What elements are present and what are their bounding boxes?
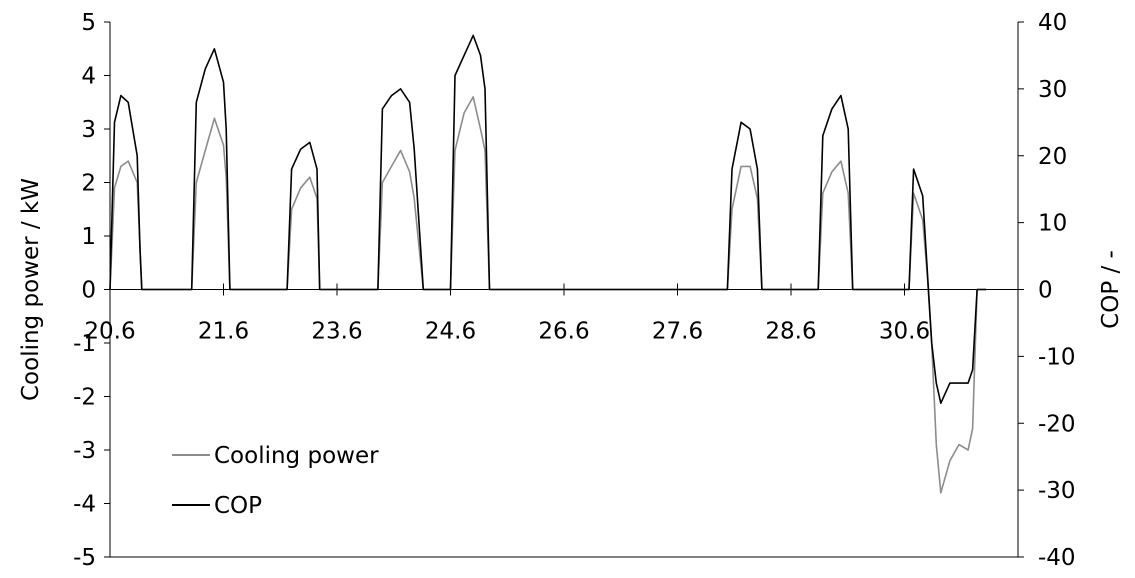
left-ticks: 5 4 3 2 1 0 -1 -2 -3 -4 -5	[73, 10, 110, 571]
left-tick-label: 5	[81, 10, 96, 36]
series-line-cooling-power	[109, 96, 987, 494]
right-tick-label: -10	[1038, 344, 1076, 370]
x-tick-label: 24.6	[425, 319, 476, 345]
right-axis-title: COP / -	[1098, 250, 1124, 329]
x-tick-label: 21.6	[198, 319, 249, 345]
left-tick-label: 0	[81, 278, 96, 304]
right-tick-label: 0	[1038, 278, 1053, 304]
left-tick-label: 1	[81, 224, 96, 250]
legend-label-cooling-power: Cooling power	[214, 443, 379, 469]
right-tick-label: -20	[1038, 411, 1076, 437]
right-tick-label: -40	[1038, 545, 1076, 571]
x-tick-label: 20.6	[84, 319, 135, 345]
series-line-cop	[109, 34, 987, 405]
left-tick-label: -4	[73, 492, 96, 518]
x-tick-label: 23.6	[311, 319, 362, 345]
x-tick-label: 30.6	[879, 319, 930, 345]
x-ticks: 20.6 21.6 23.6 24.6 26.6 27.6 28.6 30.6	[84, 283, 1019, 345]
series-layer	[109, 34, 987, 494]
left-tick-label: -2	[73, 385, 96, 411]
x-tick-label: 26.6	[538, 319, 589, 345]
right-tick-label: 10	[1038, 211, 1067, 237]
left-tick-label: 4	[81, 64, 96, 90]
left-axis-title: Cooling power / kW	[18, 178, 44, 401]
right-tick-label: -30	[1038, 478, 1076, 504]
legend-label-cop: COP	[214, 493, 262, 519]
left-tick-label: -5	[73, 545, 96, 571]
x-tick-label: 27.6	[652, 319, 703, 345]
x-tick-label: 28.6	[765, 319, 816, 345]
left-tick-label: -1	[73, 331, 96, 357]
left-tick-label: 3	[81, 117, 96, 143]
right-tick-label: 30	[1038, 77, 1067, 103]
right-tick-label: 20	[1038, 144, 1067, 170]
right-tick-label: 40	[1038, 10, 1067, 36]
legend: Cooling power COP	[172, 443, 379, 519]
left-tick-label: -3	[73, 438, 96, 464]
left-tick-label: 2	[81, 171, 96, 197]
right-ticks: 40 30 20 10 0 -10 -20 -30 -40	[1018, 10, 1076, 571]
